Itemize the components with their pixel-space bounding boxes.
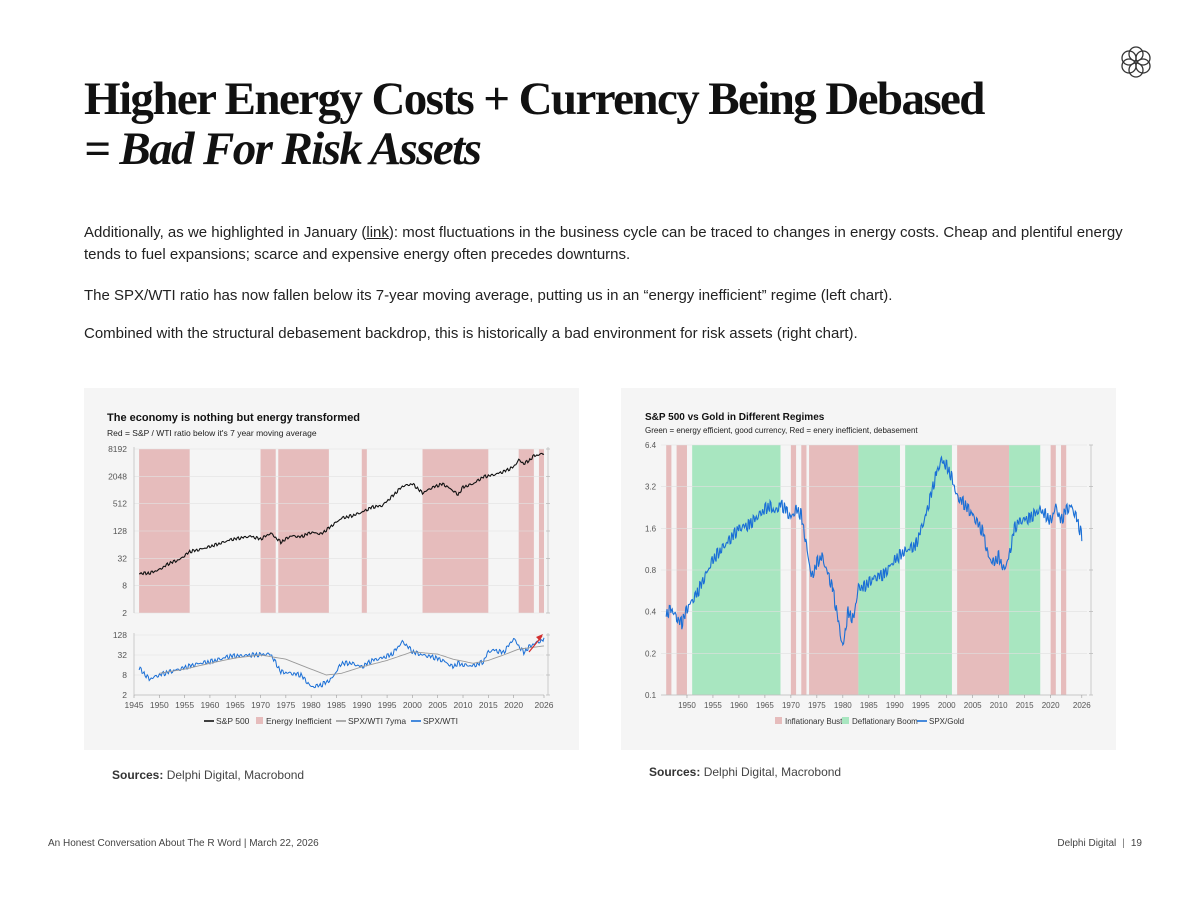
- left-sources-text: Delphi Digital, Macrobond: [166, 768, 305, 782]
- spx-wti-7yma-line: [159, 645, 545, 676]
- right-x-tick-label: 1990: [886, 701, 904, 710]
- spx-gold-line: [665, 455, 1083, 647]
- left-chart-title: The economy is nothing but energy transf…: [107, 412, 360, 424]
- x-tick-label: 1990: [352, 700, 371, 710]
- right-x-tick-label: 1960: [730, 701, 748, 710]
- title-line-1: Higher Energy Costs + Currency Being Deb…: [84, 73, 985, 125]
- legend-label: SPX/WTI 7yma: [348, 716, 406, 726]
- legend-swatch: [256, 717, 263, 724]
- right-y-tick-label: 1.6: [645, 524, 657, 533]
- left-sources: Sources: Delphi Digital, Macrobond: [112, 768, 304, 782]
- right-legend-label: Inflationary Bust: [785, 717, 843, 726]
- top-y-tick-label: 8: [122, 581, 127, 591]
- right-sources: Sources: Delphi Digital, Macrobond: [649, 765, 841, 779]
- x-tick-label: 2000: [403, 700, 422, 710]
- footer-brand-page: Delphi Digital | 19: [1057, 838, 1142, 849]
- legend-label: SPX/WTI: [423, 716, 458, 726]
- top-y-tick-label: 8192: [108, 444, 127, 454]
- page-number: 19: [1130, 838, 1142, 849]
- x-tick-label: 2010: [454, 700, 473, 710]
- right-x-tick-label: 1950: [678, 701, 696, 710]
- right-y-tick-label: 6.4: [645, 441, 657, 450]
- title-line-2: = Bad For Risk Assets: [84, 123, 482, 175]
- x-tick-label: 1980: [302, 700, 321, 710]
- x-tick-label: 1975: [276, 700, 295, 710]
- legend-label: Energy Inefficient: [266, 716, 332, 726]
- footer-separator: |: [1122, 838, 1125, 849]
- ratio-paragraph: The SPX/WTI ratio has now fallen below i…: [84, 287, 893, 304]
- right-x-tick-label: 1965: [756, 701, 774, 710]
- x-tick-label: 1945: [125, 700, 144, 710]
- right-x-tick-label: 1980: [834, 701, 852, 710]
- x-tick-label: 1970: [251, 700, 270, 710]
- right-y-tick-label: 0.8: [645, 566, 657, 575]
- right-x-tick-label: 2000: [938, 701, 956, 710]
- top-y-tick-label: 128: [113, 526, 127, 536]
- top-y-tick-label: 2048: [108, 471, 127, 481]
- spx-wti-line: [138, 637, 545, 689]
- right-x-tick-label: 2026: [1073, 701, 1091, 710]
- page-title: Higher Energy Costs + Currency Being Deb…: [84, 74, 1084, 174]
- bottom-y-tick-label: 2: [122, 690, 127, 700]
- p1-before: Additionally, as we highlighted in Janua…: [84, 224, 367, 241]
- p1-after: ): most fluctuations in the business cyc…: [84, 224, 1123, 263]
- footer-title: An Honest Conversation About The R Word …: [48, 838, 319, 849]
- bottom-y-tick-label: 128: [113, 630, 127, 640]
- gold-chart: S&P 500 vs Gold in Different Regimes Gre…: [645, 412, 1093, 726]
- right-y-tick-label: 0.2: [645, 649, 657, 658]
- right-x-tick-label: 2010: [990, 701, 1008, 710]
- x-tick-label: 2026: [535, 700, 554, 710]
- right-x-tick-label: 2020: [1042, 701, 1060, 710]
- footer-brand: Delphi Digital: [1057, 838, 1117, 849]
- right-x-tick-label: 1995: [912, 701, 930, 710]
- right-sources-label: Sources:: [649, 765, 701, 779]
- right-y-tick-label: 3.2: [645, 483, 657, 492]
- x-tick-label: 1960: [200, 700, 219, 710]
- top-y-tick-label: 2: [122, 608, 127, 618]
- trend-arrow-head: [536, 634, 543, 641]
- right-sources-text: Delphi Digital, Macrobond: [703, 765, 842, 779]
- january-link[interactable]: link: [366, 224, 389, 241]
- x-tick-label: 1965: [226, 700, 245, 710]
- x-tick-label: 1955: [175, 700, 194, 710]
- right-x-tick-label: 1970: [782, 701, 800, 710]
- energy-chart: The economy is nothing but energy transf…: [107, 412, 554, 726]
- bottom-y-tick-label: 8: [122, 670, 127, 680]
- right-x-tick-label: 1955: [704, 701, 722, 710]
- right-y-tick-label: 0.4: [645, 608, 657, 617]
- x-tick-label: 2015: [479, 700, 498, 710]
- right-x-tick-label: 2015: [1016, 701, 1034, 710]
- right-legend-label: SPX/Gold: [929, 717, 964, 726]
- right-legend-swatch: [775, 717, 782, 724]
- x-tick-label: 2020: [504, 700, 523, 710]
- legend-label: S&P 500: [216, 716, 250, 726]
- left-sources-label: Sources:: [112, 768, 164, 782]
- x-tick-label: 1950: [150, 700, 169, 710]
- debasement-paragraph: Combined with the structural debasement …: [84, 325, 858, 342]
- right-x-tick-label: 1975: [808, 701, 826, 710]
- right-chart-title: S&P 500 vs Gold in Different Regimes: [645, 412, 825, 423]
- left-chart-subtitle: Red = S&P / WTI ratio below it's 7 year …: [107, 428, 317, 438]
- sp500-line: [139, 452, 545, 576]
- right-x-tick-label: 1985: [860, 701, 878, 710]
- right-legend-label: Deflationary Boom: [852, 717, 918, 726]
- right-chart-panel: S&P 500 vs Gold in Different Regimes Gre…: [621, 388, 1116, 750]
- x-tick-label: 1995: [378, 700, 397, 710]
- top-y-tick-label: 32: [118, 553, 128, 563]
- x-tick-label: 2005: [428, 700, 447, 710]
- x-tick-label: 1985: [327, 700, 346, 710]
- right-y-tick-label: 0.1: [645, 691, 657, 700]
- left-chart-panel: The economy is nothing but energy transf…: [84, 388, 579, 750]
- intro-paragraph: Additionally, as we highlighted in Janua…: [84, 222, 1124, 266]
- delphi-logo-icon: [1121, 46, 1151, 78]
- right-x-tick-label: 2005: [964, 701, 982, 710]
- top-y-tick-label: 512: [113, 499, 127, 509]
- right-chart-subtitle: Green = energy efficient, good currency,…: [645, 426, 918, 435]
- right-legend-swatch: [842, 717, 849, 724]
- bottom-y-tick-label: 32: [118, 650, 128, 660]
